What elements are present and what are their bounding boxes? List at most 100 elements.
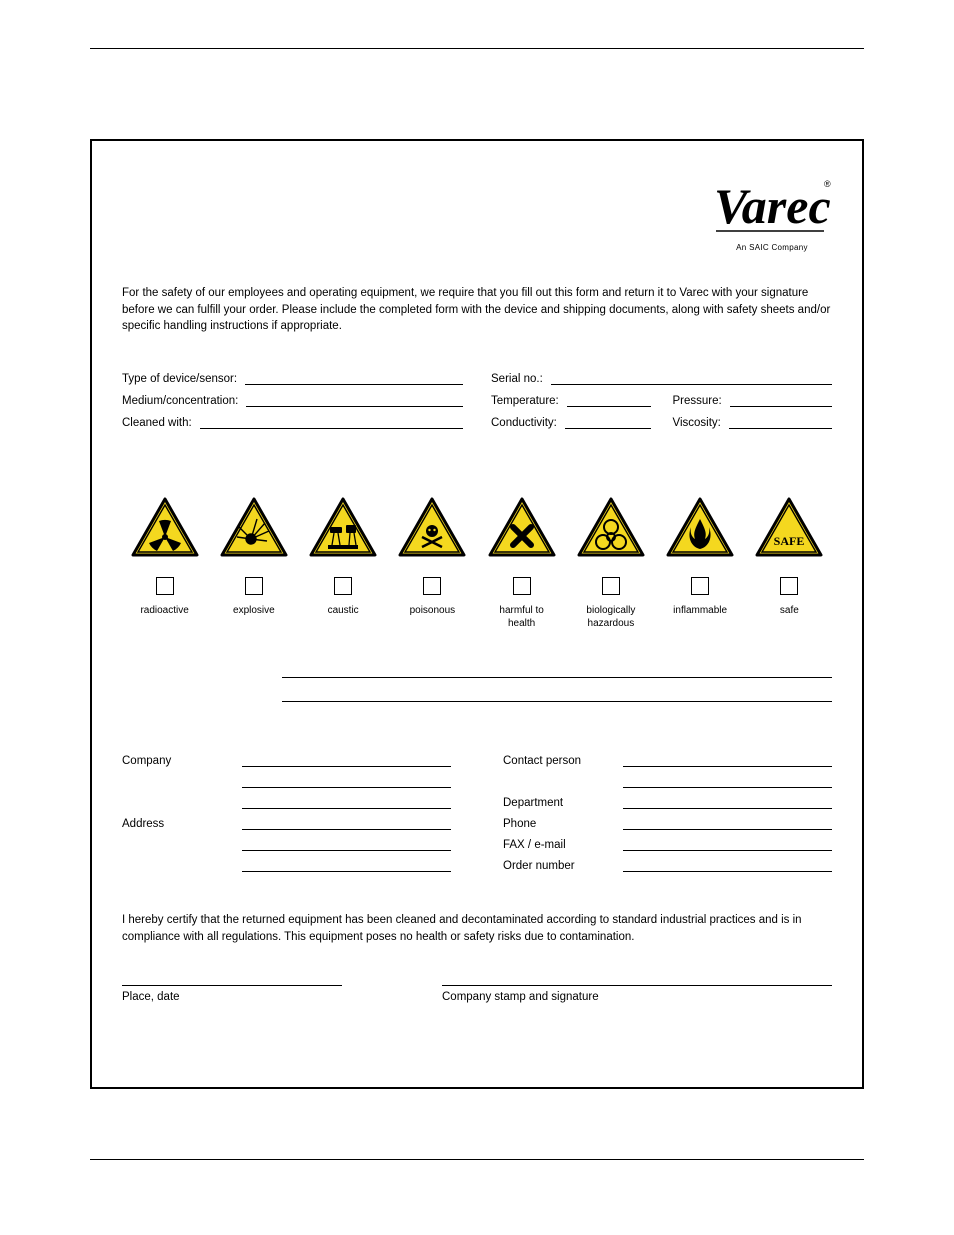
poisonous-label: poisonous [410,605,456,618]
contact-input[interactable] [623,752,832,767]
varec-logo: Varec ® An SAIC Company [712,171,832,252]
label: Cleaned with: [122,417,192,429]
radioactive-label: radioactive [140,605,188,618]
field-temperature: Temperature: [491,393,651,407]
harmful-checkbox[interactable] [513,577,531,595]
biohazard-label: biologicallyhazardous [586,605,635,630]
explosive-label: explosive [233,605,275,618]
hazard-explosive: explosive [211,497,296,630]
field-serial: Serial no.: [491,371,832,385]
hazard-inflammable: inflammable [658,497,743,630]
fields-left: Type of device/sensor: Medium/concentrat… [122,371,463,437]
cleaned-with-input[interactable] [200,415,463,429]
explosive-checkbox[interactable] [245,577,263,595]
label: Medium/concentration: [122,395,238,407]
hazard-harmful: harmful tohealth [479,497,564,630]
contact-input[interactable] [242,857,451,872]
rule-bottom [90,1159,864,1160]
label: Serial no.: [491,373,543,385]
harmful-label: harmful tohealth [499,605,543,630]
field-conductivity: Conductivity: [491,415,651,429]
varec-logo-svg: Varec ® [712,171,832,241]
contact-row [122,857,451,872]
contact-row: Phone [503,815,832,830]
medium-input[interactable] [246,393,463,407]
safe-checkbox[interactable] [780,577,798,595]
poisonous-checkbox[interactable] [423,577,441,595]
viscosity-input[interactable] [729,415,832,429]
contact-input[interactable] [623,857,832,872]
place-date-label: Place, date [122,985,342,1003]
inflammable-label: inflammable [673,605,727,618]
top-fields: Type of device/sensor: Medium/concentrat… [122,371,832,437]
contact-label: Address [122,818,232,830]
svg-text:Varec: Varec [714,178,831,234]
contact-input[interactable] [242,794,451,809]
contact-input[interactable] [623,836,832,851]
contact-input[interactable] [623,794,832,809]
contact-row [503,773,832,788]
hazard-row: radioactive explosive caustic poisonous … [122,497,832,630]
svg-text:®: ® [824,179,831,189]
form-container: Varec ® An SAIC Company For the safety o… [90,139,864,1089]
contact-row: FAX / e-mail [503,836,832,851]
hazard-caustic: caustic [301,497,386,630]
notes-line-2[interactable] [282,684,832,702]
temperature-input[interactable] [567,393,651,407]
notes-line-1[interactable] [282,660,832,678]
biohazard-checkbox[interactable] [602,577,620,595]
label: Pressure: [673,395,722,407]
contact-label: Department [503,797,613,809]
label: Temperature: [491,395,559,407]
hazard-poisonous: poisonous [390,497,475,630]
svg-text:SAFE: SAFE [774,534,805,548]
field-type-of-device: Type of device/sensor: [122,371,463,385]
caustic-checkbox[interactable] [334,577,352,595]
label: Viscosity: [673,417,721,429]
contact-input[interactable] [623,815,832,830]
field-cleaned-with: Cleaned with: [122,415,463,429]
pressure-input[interactable] [730,393,832,407]
contact-input[interactable] [623,773,832,788]
label: Conductivity: [491,417,557,429]
contact-row: Address [122,815,451,830]
contact-label: Phone [503,818,613,830]
intro-text: For the safety of our employees and oper… [122,285,832,335]
contact-right: Contact person Department Phone FAX / e-mai… [503,752,832,878]
contact-grid: Company Address Contact person Department P… [122,752,832,878]
contact-label: Company [122,755,232,767]
caustic-label: caustic [328,605,359,618]
contact-row [122,794,451,809]
conductivity-input[interactable] [565,415,651,429]
inflammable-checkbox[interactable] [691,577,709,595]
serial-input[interactable] [551,371,832,385]
contact-input[interactable] [242,815,451,830]
safe-label: safe [780,605,799,618]
field-viscosity: Viscosity: [673,415,833,429]
page: Varec ® An SAIC Company For the safety o… [0,0,954,1200]
fields-right: Serial no.: Temperature: Pressure: C [491,371,832,437]
field-medium: Medium/concentration: [122,393,463,407]
hazard-safe: SAFE safe [747,497,832,630]
contact-label: Order number [503,860,613,872]
hazard-radioactive: radioactive [122,497,207,630]
certification-text: I hereby certify that the returned equip… [122,912,832,945]
stamp-signature-label: Company stamp and signature [442,985,832,1003]
contact-row: Department [503,794,832,809]
contact-row [122,836,451,851]
contact-label: FAX / e-mail [503,839,613,851]
contact-input[interactable] [242,752,451,767]
contact-label: Contact person [503,755,613,767]
contact-input[interactable] [242,836,451,851]
signature-row: Place, date Company stamp and signature [122,985,832,1003]
contact-left: Company Address [122,752,451,878]
contact-row: Order number [503,857,832,872]
contact-row: Contact person [503,752,832,767]
rule-top [90,48,864,49]
contact-input[interactable] [242,773,451,788]
logo-tagline: An SAIC Company [712,243,832,252]
contact-row: Company [122,752,451,767]
type-of-device-input[interactable] [245,371,463,385]
radioactive-checkbox[interactable] [156,577,174,595]
contact-row [122,773,451,788]
